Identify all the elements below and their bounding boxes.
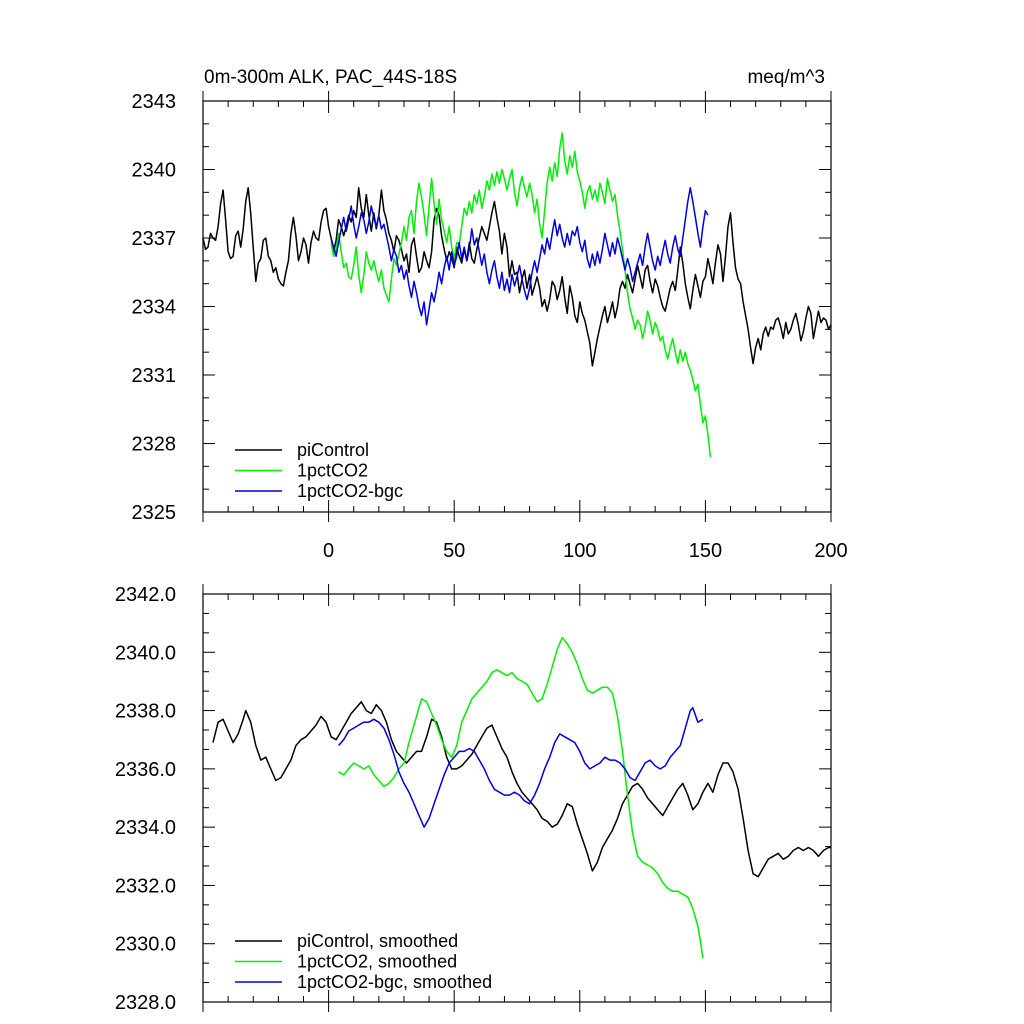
y-tick-label: 2340.0 <box>115 642 176 664</box>
y-tick-label: 2325 <box>132 502 177 524</box>
legend-entry: 1pctCO2, smoothed <box>297 952 457 972</box>
y-tick-label: 2343 <box>132 91 177 113</box>
x-tick-label: 100 <box>563 540 596 562</box>
chart-title: 0m-300m ALK, PAC_44S-18S <box>204 67 457 88</box>
series-line-1pctco2-bgc-smoothed <box>338 706 704 828</box>
plot-frame <box>202 593 832 1003</box>
y-tick-label: 2331 <box>132 365 177 387</box>
y-tick-label: 2337 <box>132 228 177 250</box>
x-tick-label: 0 <box>323 540 334 562</box>
y-tick-label: 2328 <box>132 434 177 456</box>
series-line-picontrol-smoothed <box>212 701 831 878</box>
top-panel: 0 50 100 150 200 2325 2328 2331 2334 2337 2340 2343… <box>132 67 848 562</box>
y-tick-label: 2334.0 <box>115 817 176 839</box>
series-line-1pctco2-bgc <box>330 187 709 326</box>
legend-entry: 1pctCO2-bgc <box>297 481 403 501</box>
units-label: meq/m^3 <box>747 67 825 88</box>
y-tick-label: 2340 <box>132 160 177 182</box>
x-tick-label: 150 <box>689 540 722 562</box>
y-tick-label: 2334 <box>132 297 177 319</box>
y-tick-label: 2336.0 <box>115 759 176 781</box>
bottom-panel: 2328.0 2330.0 2332.0 2334.0 2336.0 2338.0 2340… <box>115 584 832 1014</box>
y-tick-label: 2328.0 <box>115 992 176 1014</box>
y-tick-label: 2332.0 <box>115 875 176 897</box>
series-line-picontrol <box>202 187 832 367</box>
y-tick-label: 2342.0 <box>115 584 176 606</box>
legend-entry: 1pctCO2-bgc, smoothed <box>297 972 492 992</box>
series-line-1pctco2-smoothed <box>338 636 704 959</box>
x-tick-label: 200 <box>814 540 847 562</box>
series-line-1pctco2 <box>330 132 712 458</box>
legend-entry: piControl, smoothed <box>297 931 458 951</box>
legend-entry: 1pctCO2 <box>297 461 368 481</box>
x-tick-label: 50 <box>443 540 465 562</box>
y-tick-label: 2338.0 <box>115 701 176 723</box>
y-tick-label: 2330.0 <box>115 934 176 956</box>
legend-entry: piControl <box>297 440 369 460</box>
